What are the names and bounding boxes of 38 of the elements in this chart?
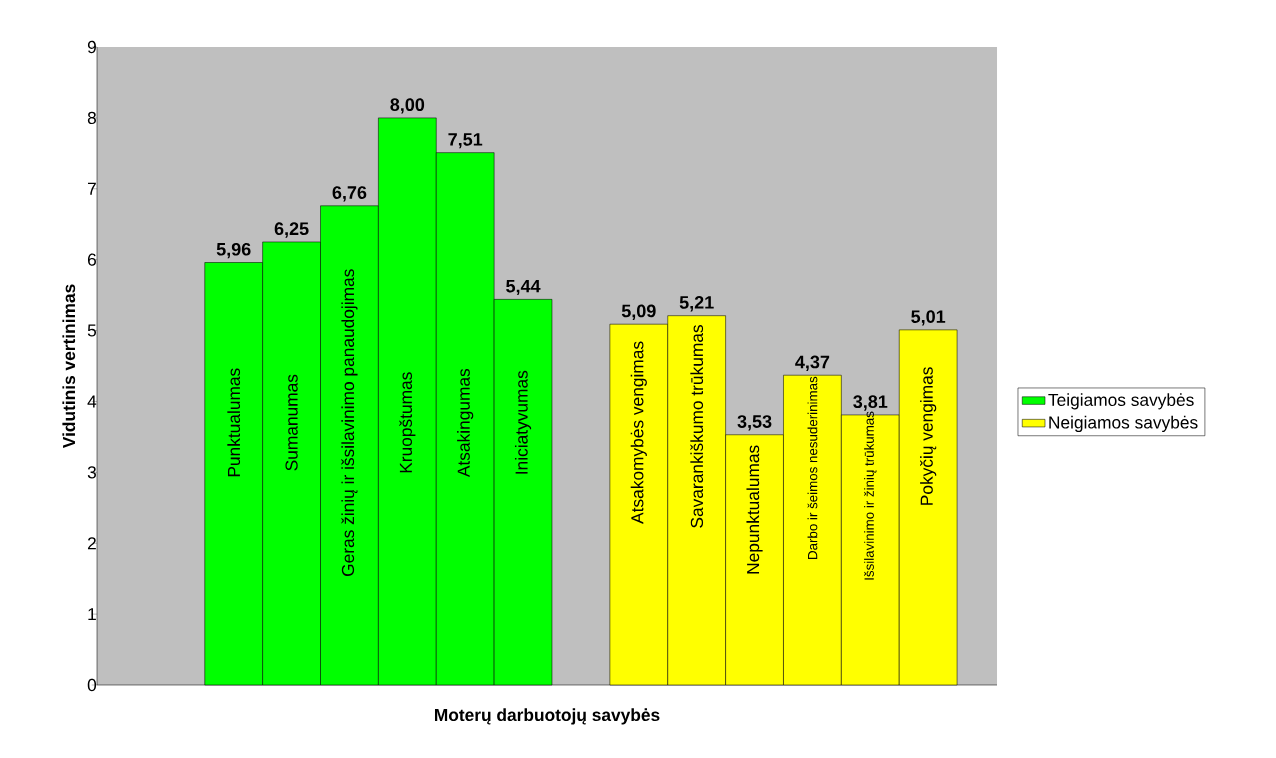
x-tick-label: Iniciatyvumas	[514, 370, 532, 474]
legend-label: Neigiamos savybės	[1049, 415, 1198, 433]
data-label: 5,44	[506, 279, 541, 296]
x-tick-label: Darbo ir šeimos nesuderinimas	[807, 376, 818, 559]
data-label: 5,09	[621, 304, 656, 320]
y-tick-label: 2	[87, 537, 96, 550]
data-label: 5,21	[679, 296, 714, 312]
y-tick-label: 6	[87, 253, 96, 266]
y-tick-label: 3	[87, 466, 96, 479]
x-tick-label: Atsakomybės vengimas	[630, 341, 647, 524]
x-tick-label: Savarankiškumo trūkumas	[690, 325, 704, 528]
data-label: 8,00	[390, 98, 425, 114]
y-tick-label: 4	[87, 395, 97, 408]
y-tick-label: 5	[87, 324, 97, 337]
y-tick-label: 0	[87, 678, 97, 692]
x-tick-label: Nepunktualumas	[746, 445, 763, 574]
x-tick-label: Išsilavinimo ir žinių trūkumas	[864, 411, 877, 580]
legend-label: Teigiamos savybės	[1048, 393, 1194, 410]
x-axis-title: Moterų darbuotojų savybės	[434, 708, 660, 725]
y-tick-label: 7	[88, 182, 96, 195]
y-tick-label: 9	[87, 40, 96, 54]
x-tick-label: Atsakingumas	[457, 368, 474, 478]
data-label: 6,76	[332, 186, 367, 202]
x-tick-label: Kruopštumas	[399, 372, 416, 473]
y-axis-title: Vidutinis vertinimas	[62, 284, 76, 449]
x-tick-label: Sumanumas	[285, 374, 298, 471]
data-label: 5,01	[911, 310, 946, 326]
data-label: 3,53	[737, 415, 772, 431]
data-label: 4,37	[795, 355, 830, 371]
x-tick-label: Pokyčių vengimas	[920, 367, 937, 505]
data-label: 3,81	[853, 395, 888, 411]
data-label: 6,25	[274, 222, 309, 238]
data-label: 5,96	[216, 242, 251, 259]
y-tick-label: 1	[88, 608, 96, 621]
y-tick-label: 8	[87, 111, 96, 125]
x-tick-label: Punktualumas	[227, 368, 241, 477]
x-tick-label: Geras žinių ir išsilavinimo panaudojimas	[341, 269, 358, 576]
data-label: 7,51	[448, 133, 483, 149]
